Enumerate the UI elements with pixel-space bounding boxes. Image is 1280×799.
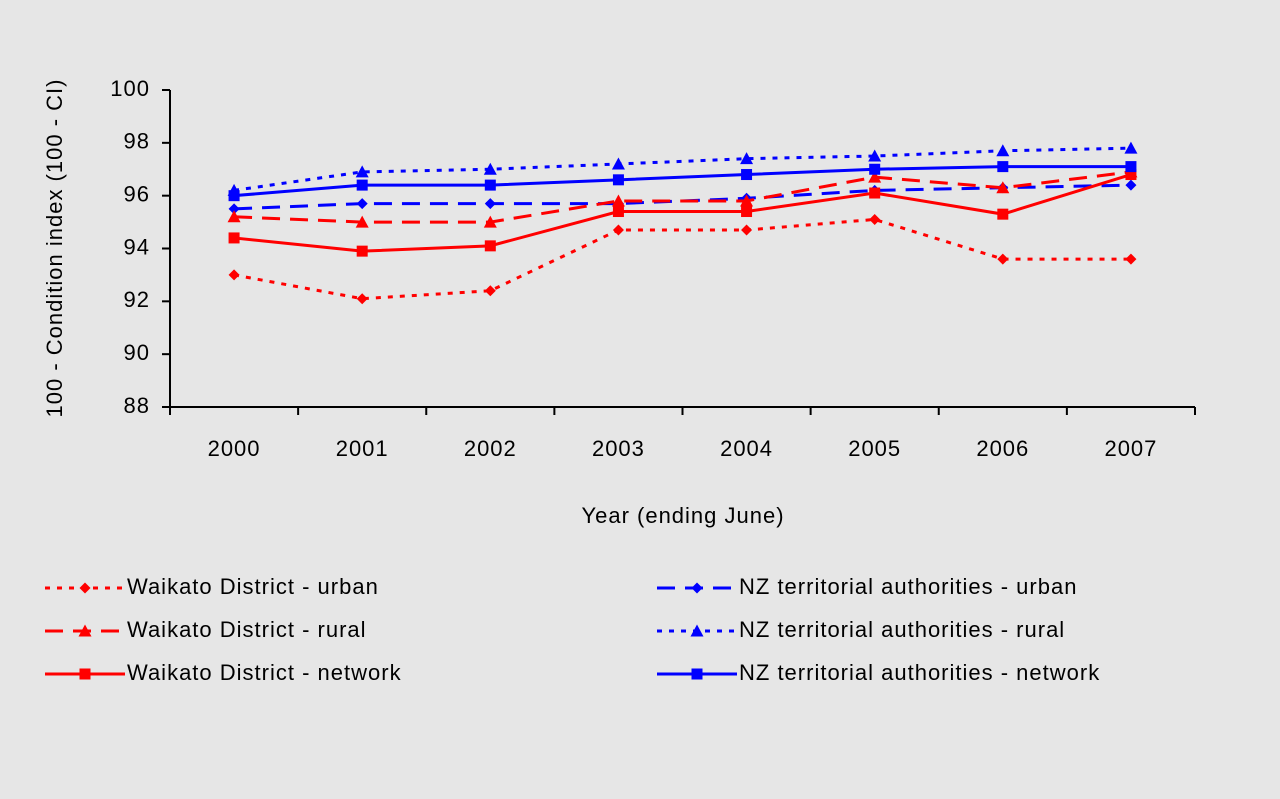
marker: [483, 215, 497, 228]
marker: [611, 157, 625, 170]
legend-label: Waikato District - urban: [127, 574, 379, 599]
x-tick-label: 2007: [1104, 436, 1157, 461]
marker: [484, 285, 496, 297]
marker: [740, 194, 754, 207]
x-axis-label: Year (ending June): [581, 503, 784, 528]
marker: [612, 224, 624, 236]
marker: [996, 144, 1010, 157]
x-tick-label: 2005: [848, 436, 901, 461]
legend-label: Waikato District - rural: [127, 617, 367, 642]
marker: [484, 198, 496, 210]
marker: [227, 210, 241, 223]
legend-marker: [690, 624, 704, 637]
x-tick-label: 2000: [208, 436, 261, 461]
series-line: [233, 165, 1131, 198]
y-tick-label: 88: [124, 393, 150, 418]
x-tick-label: 2003: [592, 436, 645, 461]
marker: [356, 179, 368, 191]
marker: [868, 170, 882, 183]
marker: [868, 149, 882, 162]
marker: [997, 161, 1009, 173]
marker: [1124, 141, 1138, 154]
marker: [356, 198, 368, 210]
marker: [741, 206, 753, 218]
marker: [1125, 179, 1137, 191]
marker: [741, 224, 753, 236]
marker: [997, 208, 1009, 220]
legend-marker: [78, 624, 92, 637]
marker: [228, 190, 240, 202]
legend-label: NZ territorial authorities - urban: [739, 574, 1077, 599]
legend-label: Waikato District - network: [127, 660, 402, 685]
series-line: [234, 170, 1132, 224]
x-tick-label: 2006: [976, 436, 1029, 461]
y-tick-label: 90: [124, 340, 150, 365]
x-tick-label: 2001: [336, 436, 389, 461]
marker: [228, 203, 240, 215]
marker: [356, 245, 368, 257]
marker: [483, 162, 497, 175]
marker: [741, 169, 753, 181]
marker: [997, 253, 1009, 265]
marker: [355, 165, 369, 178]
y-tick-label: 94: [124, 234, 150, 259]
y-tick-label: 96: [124, 181, 150, 206]
marker: [355, 215, 369, 228]
y-tick-label: 92: [124, 287, 150, 312]
y-tick-label: 98: [124, 129, 150, 154]
marker: [484, 179, 496, 191]
marker: [869, 213, 881, 225]
marker: [1125, 169, 1137, 181]
marker: [612, 174, 624, 186]
x-tick-label: 2002: [464, 436, 517, 461]
marker: [869, 187, 881, 199]
legend-marker: [79, 582, 91, 594]
y-tick-label: 100: [110, 76, 150, 101]
series-line: [233, 217, 1131, 301]
y-axis-label: 100 - Condition index (100 - CI): [42, 78, 67, 418]
legend-label: NZ territorial authorities - rural: [739, 617, 1065, 642]
marker: [228, 232, 240, 244]
marker: [869, 163, 881, 175]
series-line: [233, 173, 1132, 253]
legend-marker: [691, 668, 703, 680]
marker: [612, 206, 624, 218]
legend-marker: [79, 668, 91, 680]
marker: [996, 181, 1010, 194]
marker: [611, 194, 625, 207]
marker: [356, 293, 368, 305]
x-tick-label: 2004: [720, 436, 773, 461]
marker: [484, 240, 496, 252]
legend-marker: [691, 582, 703, 594]
marker: [740, 152, 754, 165]
legend-label: NZ territorial authorities - network: [739, 660, 1100, 685]
marker: [1125, 161, 1137, 173]
marker: [1125, 253, 1137, 265]
marker: [228, 269, 240, 281]
